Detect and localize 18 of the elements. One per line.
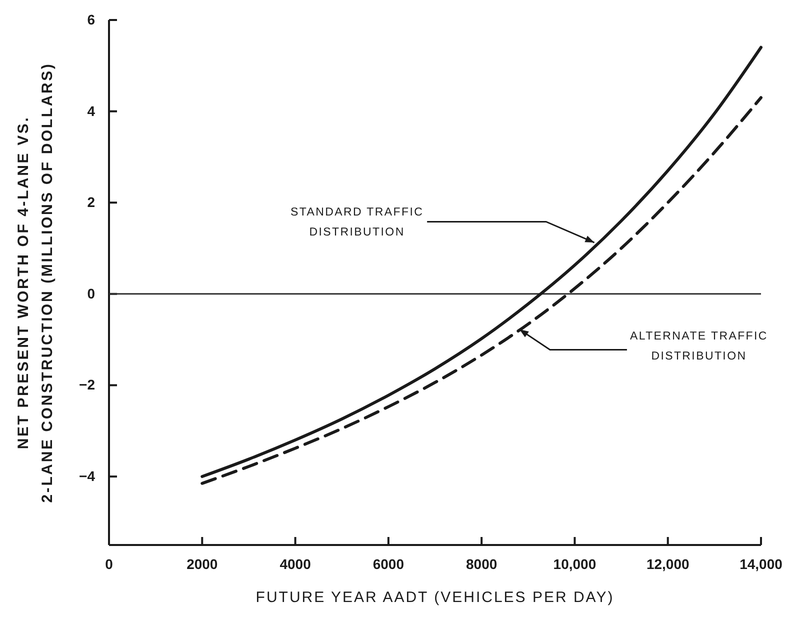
y-tick-label: 2 [87, 194, 96, 210]
y-tick-label: 4 [87, 102, 96, 119]
annotation: STANDARD TRAFFIC DISTRIBUTION [290, 206, 424, 239]
y-tick-label: −2 [79, 376, 96, 393]
x-tick-label: 6000 [372, 556, 404, 572]
y-tick-label: −4 [79, 468, 96, 484]
y-tick-label: 6 [87, 11, 96, 28]
x-tick-label: 4000 [280, 556, 312, 572]
x-tick-label: 0 [105, 556, 114, 572]
x-tick-label: 2000 [186, 556, 218, 572]
annotation: ALTERNATE TRAFFIC DISTRIBUTION [630, 330, 768, 363]
x-tick-label: 14,000 [740, 556, 783, 572]
x-tick-label: 12,000 [646, 556, 690, 572]
y-axis-title: NET PRESENT WORTH OF 4-LANE VS. 2-LANE CONSTRUCTION (MILLIONS OF DOLLARS) [15, 62, 56, 503]
y-tick-label: 0 [87, 285, 96, 302]
x-tick-label: 8000 [466, 556, 498, 572]
x-axis-title: FUTURE YEAR AADT (VEHICLES PER DAY) [256, 589, 614, 606]
x-tick-label: 10,000 [553, 556, 596, 572]
